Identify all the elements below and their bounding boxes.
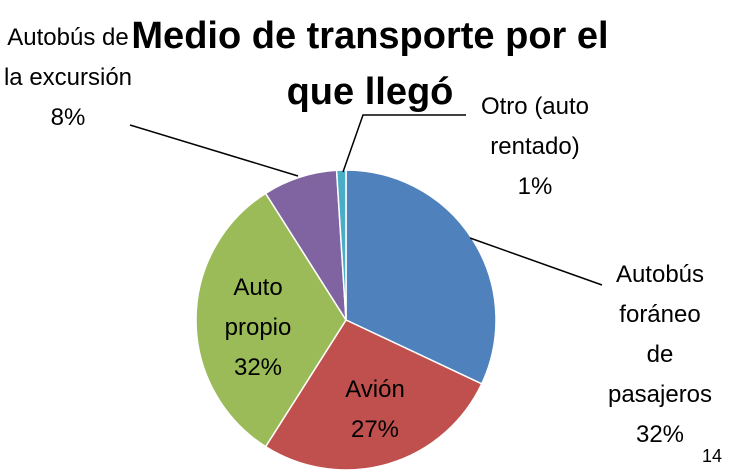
category-label: Auto propio [224,274,292,341]
category-label: Autobús foráneo de pasajeros [607,261,713,408]
leader-line [342,114,466,173]
chart-title: Medio de transporte por el que llegó [131,15,609,113]
value-label: 32% [635,421,685,448]
leader-line [469,237,603,286]
category-label: Otro (auto rentado) [480,93,590,160]
category-label: Avión [345,376,405,403]
category-label: Autobús de la excursión [3,24,133,91]
pie-slice [195,192,347,448]
leader-line [129,124,299,177]
slice-label: Avión 27% [320,370,430,450]
value-label: 8% [50,104,86,131]
value-label: 27% [350,416,400,443]
slice-label: Auto propio 32% [210,268,306,388]
slice-label: Otro (auto rentado) 1% [460,87,610,207]
page-number: 14 [702,446,723,466]
pie-slice [335,169,347,321]
slice-label: Autobús foráneo de pasajeros 32% [605,255,715,455]
value-label: 32% [233,354,283,381]
value-label: 1% [517,173,553,200]
slice-label: Autobús de la excursión 8% [0,18,136,138]
pie-slice [264,319,483,471]
